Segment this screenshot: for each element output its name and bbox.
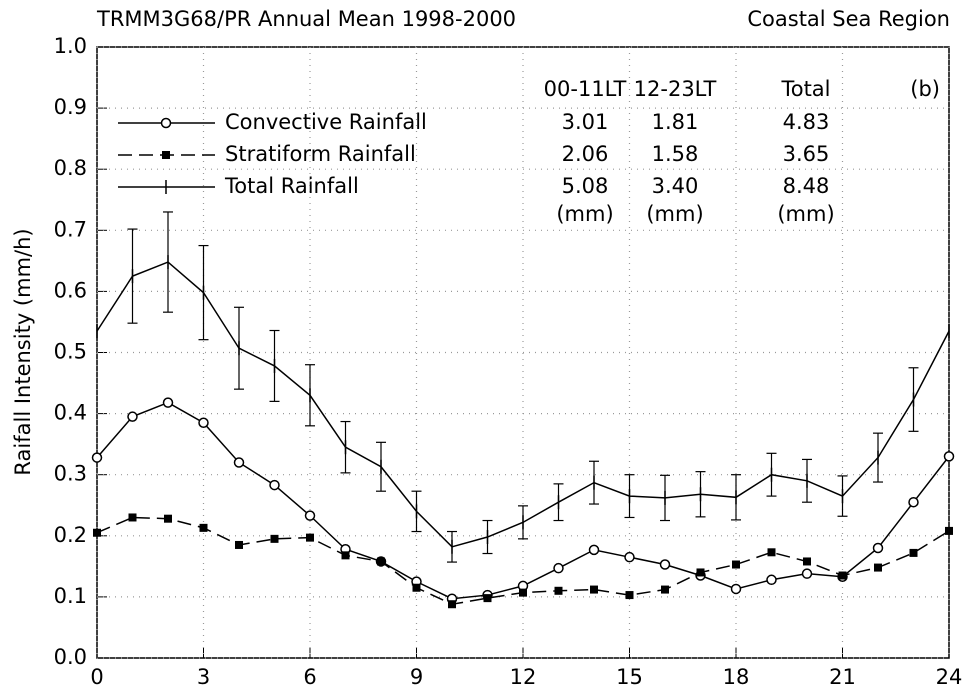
point-marker	[91, 452, 103, 463]
point-marker	[766, 574, 777, 586]
point-marker	[945, 526, 953, 535]
legend-label: Stratiform Rainfall	[225, 142, 416, 166]
point-marker	[801, 568, 813, 579]
table-header: 12-23LT	[634, 77, 717, 101]
point-marker	[553, 562, 564, 574]
table-value: 3.65	[783, 142, 830, 166]
x-tick-label: 3	[197, 665, 210, 689]
point-marker	[162, 397, 174, 408]
point-marker	[269, 479, 280, 491]
x-tick-label: 12	[510, 665, 537, 689]
point-marker	[803, 557, 811, 566]
point-marker	[838, 571, 847, 580]
legend-label: Total Rainfall	[224, 174, 359, 198]
table-value: 1.81	[652, 110, 699, 134]
point-marker	[127, 411, 138, 422]
y-tick-label: 0.1	[54, 584, 87, 608]
point-marker	[730, 583, 742, 595]
y-tick-label: 0.7	[54, 217, 87, 241]
point-marker	[732, 560, 740, 569]
y-tick-label: 0.5	[54, 340, 87, 364]
point-marker	[624, 551, 635, 563]
point-marker	[625, 591, 634, 600]
point-marker	[199, 523, 208, 532]
point-marker	[93, 528, 101, 537]
point-marker	[588, 544, 600, 556]
legend-marker	[162, 151, 170, 159]
point-marker	[590, 585, 598, 594]
point-marker	[519, 588, 527, 597]
legend-marker	[160, 117, 172, 129]
point-marker	[661, 585, 669, 594]
table-value: 2.06	[562, 142, 609, 166]
table-header: 00-11LT	[544, 77, 627, 101]
table-header: Total	[780, 77, 830, 101]
point-marker	[767, 548, 776, 557]
point-marker	[270, 534, 279, 543]
point-marker	[128, 513, 137, 522]
point-marker	[306, 533, 314, 542]
panel-label: (b)	[910, 77, 940, 101]
point-marker	[696, 568, 705, 577]
x-tick-label: 24	[936, 665, 963, 689]
point-marker	[943, 451, 955, 462]
table-unit: (mm)	[556, 202, 613, 226]
table-unit: (mm)	[646, 202, 703, 226]
point-marker	[908, 496, 919, 508]
point-marker	[235, 540, 243, 549]
point-marker	[412, 583, 421, 592]
point-marker	[659, 559, 671, 570]
table-value: 3.40	[652, 174, 699, 198]
point-marker	[554, 586, 563, 595]
table-unit: (mm)	[777, 202, 834, 226]
y-tick-label: 0.4	[54, 401, 87, 425]
table-value: 4.83	[783, 110, 830, 134]
point-marker	[377, 557, 385, 566]
point-marker	[909, 548, 918, 557]
point-marker	[872, 542, 884, 554]
table-value: 5.08	[562, 174, 609, 198]
point-marker	[233, 457, 245, 468]
x-tick-label: 9	[410, 665, 423, 689]
point-marker	[198, 417, 209, 429]
y-tick-label: 0.6	[54, 278, 87, 302]
point-marker	[483, 594, 492, 603]
x-tick-label: 6	[303, 665, 316, 689]
y-tick-label: 1.0	[54, 34, 87, 58]
table-value: 3.01	[562, 110, 609, 134]
chart-subtitle: Coastal Sea Region	[747, 7, 950, 31]
y-tick-label: 0.2	[54, 523, 87, 547]
point-marker	[448, 600, 456, 609]
x-tick-label: 0	[90, 665, 103, 689]
point-marker	[304, 510, 316, 521]
x-tick-label: 21	[829, 665, 856, 689]
x-tick-label: 15	[616, 665, 643, 689]
y-tick-label: 0.8	[54, 156, 87, 180]
table-value: 1.58	[652, 142, 699, 166]
chart-title: TRMM3G68/PR Annual Mean 1998-2000	[96, 7, 516, 31]
y-axis-title: Raifall Intensity (mm/h)	[11, 228, 35, 475]
y-tick-label: 0.9	[54, 95, 87, 119]
y-tick-label: 0.0	[54, 645, 87, 669]
point-marker	[874, 563, 882, 572]
table-value: 8.48	[783, 174, 830, 198]
point-marker	[164, 514, 172, 523]
series-line	[96, 261, 950, 548]
y-tick-label: 0.3	[54, 462, 87, 486]
legend-label: Convective Rainfall	[225, 110, 427, 134]
x-tick-label: 18	[723, 665, 750, 689]
point-marker	[341, 551, 350, 560]
